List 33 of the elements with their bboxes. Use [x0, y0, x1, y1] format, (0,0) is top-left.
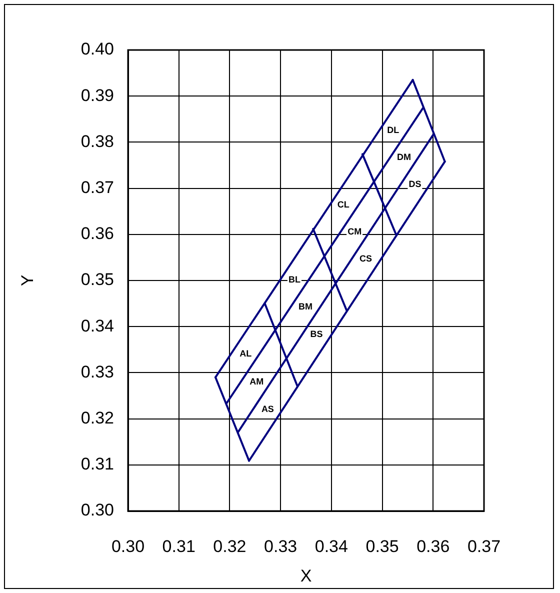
annotation: AL — [240, 348, 252, 359]
annotation: AM — [250, 376, 264, 386]
annotation: DS — [408, 178, 422, 189]
x-tick-label: 0.33 — [264, 536, 298, 556]
x-tick-label: 0.32 — [213, 536, 246, 556]
annotation: DM — [397, 152, 412, 162]
x-axis-title: X — [300, 566, 312, 586]
y-tick-label: 0.36 — [80, 224, 114, 244]
x-tick-label: 0.34 — [314, 536, 348, 556]
annotation: BL — [288, 274, 301, 284]
x-tick-label: 0.30 — [111, 536, 145, 556]
annotation: CS — [360, 253, 372, 264]
y-tick-label: 0.40 — [80, 40, 114, 59]
x-tick-label: 0.37 — [467, 536, 501, 556]
y-tick-label: 0.34 — [80, 316, 114, 336]
annotation: BS — [310, 329, 323, 340]
x-tick-label: 0.36 — [416, 536, 450, 556]
y-axis-title: Y — [18, 274, 37, 286]
x-tick-label: 0.31 — [162, 536, 196, 556]
y-tick-label: 0.35 — [80, 270, 114, 290]
x-tick-label: 0.35 — [366, 536, 399, 556]
annotation: CM — [348, 226, 362, 236]
y-tick-label: 0.37 — [80, 178, 114, 197]
y-tick-label: 0.33 — [80, 362, 114, 382]
y-tick-label: 0.38 — [80, 132, 114, 151]
annotation: DL — [387, 125, 400, 136]
y-tick-label: 0.30 — [80, 500, 114, 520]
y-tick-label: 0.32 — [80, 408, 114, 428]
annotation: AS — [261, 404, 274, 414]
annotation: BM — [298, 302, 312, 312]
y-tick-label: 0.39 — [80, 86, 114, 105]
annotation: CL — [337, 199, 350, 210]
y-tick-label: 0.31 — [80, 454, 114, 474]
